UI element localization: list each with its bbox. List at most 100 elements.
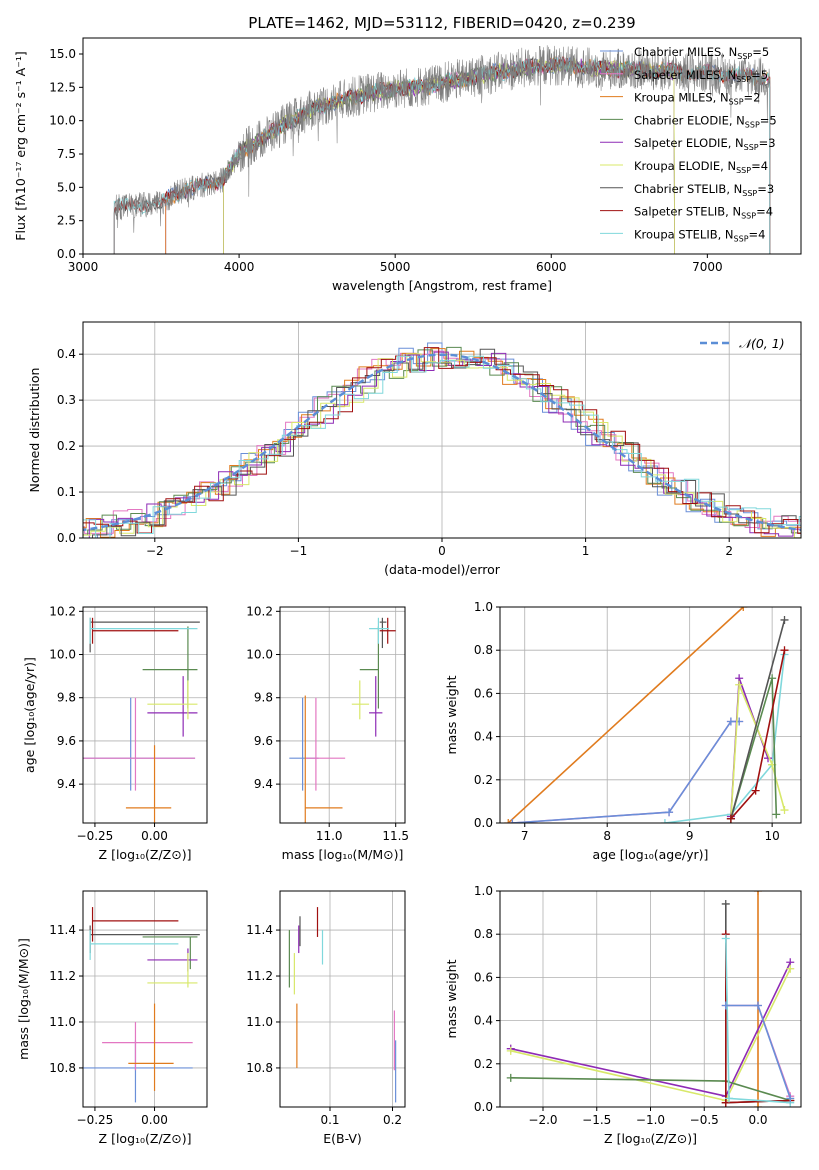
errorbar-chabrier-stelib [89,925,200,954]
legend-entry: Kroupa ELODIE, NSSP=4 [634,159,768,175]
y-tick-label: 0.6 [474,970,493,984]
weight-line [507,607,744,823]
legend-entry: Chabrier MILES, NSSP=5 [634,45,769,61]
y-tick-label: 0.2 [474,773,493,787]
y-tick-label: 1.0 [474,884,493,898]
errorbar-kroupa-stelib [89,617,198,644]
histogram-salpeter-elodie [83,351,801,538]
errorbar-salpeter-stelib [91,907,179,942]
y-tick-label: 9.8 [254,691,273,705]
y-tick-label: 10.0 [49,648,76,662]
weight-marker [786,964,795,973]
errorbar-kroupa-stelib [369,617,390,644]
mass-weight-vs-metallicity-panel: −2.0 −1.5 −1.0 −0.5 0.0 0.0 0.2 0.4 0.6 0.8 1.0 Z [… [444,884,802,1146]
weight-marker [772,810,781,819]
errorbar-salpeter-miles [102,1021,193,1071]
x-tick-label: 10 [764,829,779,843]
residuals-panel: 𝒩(0, 1) −2 −1 0 1 2 0.0 0.1 0.2 0.3 0.4 (data-model… [27,321,802,577]
y-tick-label: 0.8 [474,927,493,941]
histogram-kroupa-miles [83,348,801,538]
y-tick-label: 0.4 [474,730,493,744]
y-tick-label: 9.6 [254,734,273,748]
y-tick-label: 0.6 [474,686,493,700]
y-tick-label: 10.8 [49,1061,76,1075]
x-tick-label: −0.25 [77,829,114,843]
weight-marker [739,607,748,611]
x-tick-label: 11.5 [382,829,409,843]
errorbar-chabrier-miles [83,1040,193,1103]
histogram-chabrier-elodie [83,346,801,536]
weight-series-chabrier-miles [721,1001,795,1103]
x-tick-label: 0.00 [141,829,168,843]
errorbar-salpeter-elodie [369,676,383,737]
errorbar-kroupa-elodie [147,680,198,720]
legend-entry: Salpeter ELODIE, NSSP=3 [634,136,776,152]
weight-marker [780,806,789,815]
histogram-kroupa-stelib [83,355,801,538]
legend-entry: Kroupa STELIB, NSSP=4 [634,227,765,243]
errorbar-salpeter-elodie [147,676,198,737]
y-tick-label: 10.0 [246,648,273,662]
y-tick-label: 10.2 [246,604,273,618]
y-tick-label: 1.0 [474,600,493,614]
y-tick-label: 11.0 [49,1015,76,1029]
y-tick-label: 10.0 [49,114,76,128]
x-tick-label: 8 [603,829,611,843]
x-tick-label: 0.00 [141,1113,168,1127]
weight-marker [726,717,735,726]
x-tick-label: 7 [521,829,529,843]
y-axis-label: mass weight [444,959,459,1038]
y-tick-label: 0.8 [474,643,493,657]
x-tick-label: −0.25 [77,1113,114,1127]
x-tick-label: −2 [146,544,164,558]
x-tick-label: 7000 [692,260,723,274]
axes-frame [82,606,208,824]
legend-entry: Salpeter STELIB, NSSP=4 [634,205,773,221]
weight-marker [660,819,669,823]
x-tick-label: 11.0 [316,829,343,843]
errorbar-kroupa-elodie [351,680,370,720]
x-tick-label: 3000 [68,260,99,274]
y-tick-label: 9.4 [254,777,273,791]
weight-marker [754,1001,762,1010]
errorbar-salpeter-miles [305,697,346,791]
x-axis-label: Z [log₁₀(Z/Z⊙)] [99,1131,192,1146]
weight-marker [721,1001,730,1010]
y-tick-label: 0.0 [474,816,493,830]
x-axis-label: Z [log₁₀(Z/Z⊙)] [99,847,192,862]
axes-frame [82,890,208,1108]
x-axis-label: (data-model)/error [384,562,501,577]
weight-series-salpeter-miles [508,717,744,823]
weight-marker [721,899,730,908]
x-tick-label: −1.0 [636,1113,665,1127]
mass-vs-metallicity-panel: −0.25 0.00 10.8 11.0 11.2 11.4 Z [log₁₀(Z/Z⊙)]… [16,890,208,1146]
axes-frame [82,37,802,255]
y-tick-label: 10.8 [246,1061,273,1075]
legend-entry: Kroupa MILES, NSSP=2 [634,91,760,107]
errorbar-chabrier-elodie [142,936,198,970]
x-tick-label: 6000 [536,260,567,274]
x-tick-label: 9 [686,829,694,843]
weight-marker [726,814,735,823]
y-tick-label: 5.0 [57,180,76,194]
weight-marker [506,1046,515,1055]
x-tick-label: 0.1 [320,1113,339,1127]
weight-marker [665,808,674,817]
legend-entry: Salpeter MILES, NSSP=5 [634,68,768,84]
weight-marker [721,1098,730,1107]
weight-marker [754,891,762,895]
y-axis-label: age [log₁₀(age/yr)] [22,657,37,773]
y-axis-label: mass [log₁₀(M/M⊙)] [16,938,31,1060]
spectrum-legend: Chabrier MILES, NSSP=5 Salpeter MILES, NS… [600,45,777,243]
y-tick-label: 0.2 [57,439,76,453]
weight-line [512,720,740,823]
normal-curve [83,353,801,532]
x-tick-label: 0.2 [383,1113,402,1127]
errorbar-kroupa-miles [128,1003,174,1091]
weight-marker [504,819,513,823]
y-tick-label: 11.4 [246,923,273,937]
y-tick-label: 0.0 [474,1100,493,1114]
y-tick-label: 10.2 [49,604,76,618]
histogram-kroupa-elodie [83,353,801,538]
legend-entry: Chabrier ELODIE, NSSP=5 [634,113,777,129]
